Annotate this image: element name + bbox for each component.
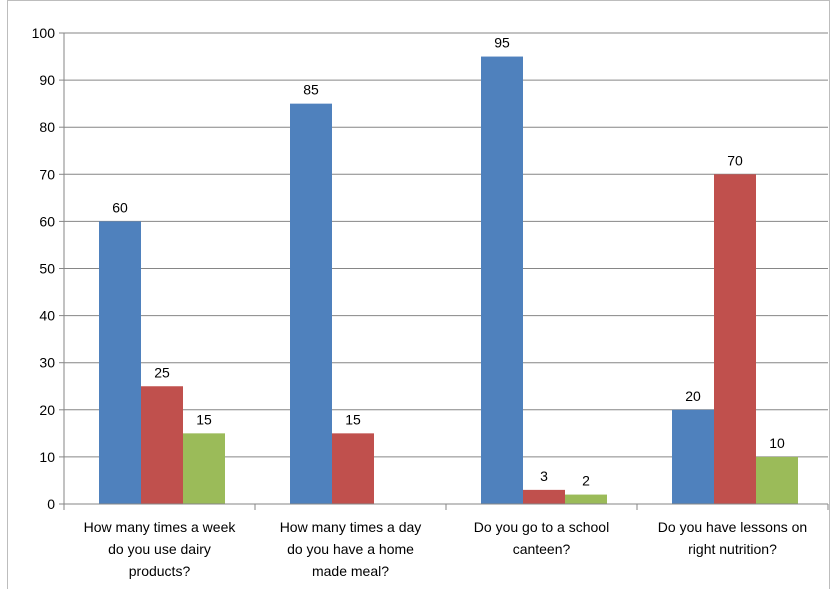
data-label: 10: [769, 435, 785, 451]
data-label: 20: [685, 388, 701, 404]
bar: [565, 494, 607, 504]
category-label: do you have a home: [287, 541, 414, 557]
data-label: 2: [582, 473, 590, 489]
bar: [332, 433, 374, 504]
bar: [290, 103, 332, 505]
bars: [99, 56, 798, 505]
y-tick-label: 50: [39, 261, 55, 277]
data-label: 70: [727, 152, 743, 168]
chart-frame: [7, 0, 830, 589]
bar: [756, 456, 798, 504]
y-tick-label: 80: [39, 119, 55, 135]
data-label: 15: [196, 411, 212, 427]
category-label: right nutrition?: [688, 541, 777, 557]
bar: [99, 221, 141, 504]
data-label: 85: [303, 82, 319, 98]
category-label: How many times a week: [84, 519, 237, 535]
y-tick-label: 40: [39, 308, 55, 324]
y-tick-label: 60: [39, 213, 55, 229]
data-label: 25: [154, 364, 170, 380]
data-labels: 60 85 95 20 25 15 3 70 15 2 10: [112, 35, 785, 489]
category-label: Do you go to a school: [474, 519, 609, 535]
category-labels: How many times a week do you use dairy pro…: [84, 519, 808, 579]
y-tick-label: 10: [39, 449, 55, 465]
y-tick-label: 70: [39, 166, 55, 182]
axes: [59, 32, 829, 510]
bar: [481, 56, 523, 505]
y-tick-labels: 0 10 20 30 40 50 60 70 80 90 100: [32, 25, 56, 512]
category-label: do you use dairy: [108, 541, 211, 557]
category-label: How many times a day: [280, 519, 422, 535]
data-label: 15: [345, 411, 361, 427]
data-label: 3: [540, 468, 548, 484]
bar: [714, 174, 756, 505]
category-label: products?: [129, 563, 191, 579]
y-tick-label: 100: [32, 25, 56, 41]
bar: [523, 489, 565, 504]
data-label: 60: [112, 199, 128, 215]
category-label: made meal?: [312, 563, 389, 579]
bar: [141, 386, 183, 504]
bar: [672, 409, 714, 504]
y-tick-label: 90: [39, 72, 55, 88]
y-tick-label: 0: [47, 496, 55, 512]
bar: [183, 433, 225, 504]
data-label: 95: [494, 35, 510, 51]
category-label: Do you have lessons on: [658, 519, 807, 535]
y-tick-label: 20: [39, 402, 55, 418]
y-tick-label: 30: [39, 355, 55, 371]
category-label: canteen?: [513, 541, 571, 557]
